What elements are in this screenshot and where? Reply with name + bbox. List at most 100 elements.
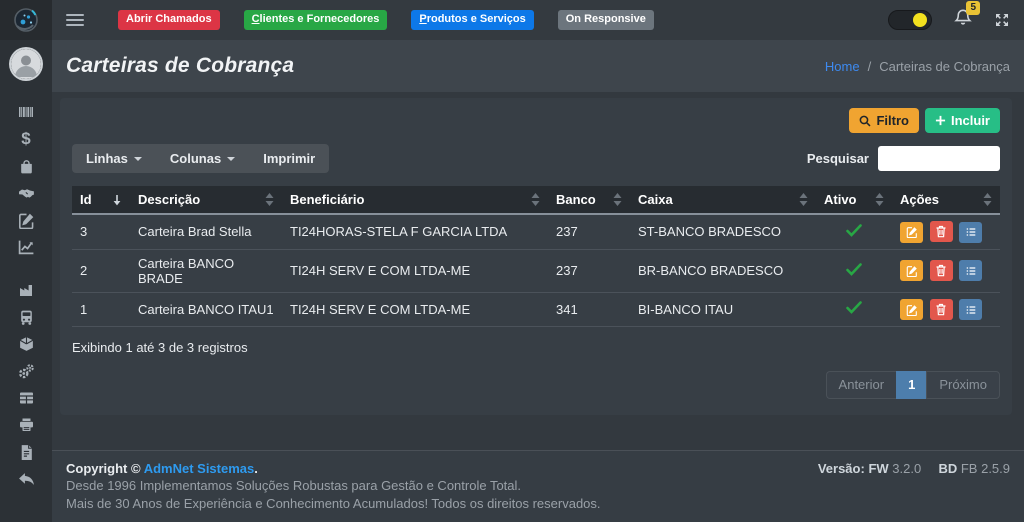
copyright-line: Copyright © AdmNet Sistemas.	[66, 460, 258, 476]
print-button[interactable]: Imprimir	[263, 151, 316, 166]
user-avatar[interactable]	[11, 49, 41, 79]
edit-icon	[906, 304, 917, 316]
printer-icon[interactable]	[18, 416, 35, 434]
cogs-icon[interactable]	[17, 362, 35, 380]
document-icon[interactable]	[19, 443, 34, 461]
page-title: Carteiras de Cobrança	[66, 54, 295, 77]
details-button[interactable]	[959, 221, 983, 243]
cell-descricao: Carteira Brad Stella	[130, 214, 282, 250]
toggle-knob	[913, 13, 927, 27]
breadcrumb-separator: /	[867, 58, 872, 74]
cell-caixa: BI-BANCO ITAU	[630, 292, 816, 327]
avatar-photo	[11, 49, 41, 79]
shortcut-abrir-chamados[interactable]: Abrir Chamados	[118, 10, 220, 30]
filter-button[interactable]: Filtro	[849, 108, 919, 133]
cell-acoes	[892, 214, 1000, 250]
columns-dropdown[interactable]: Colunas	[156, 144, 249, 173]
trash-icon	[936, 264, 946, 277]
fullscreen-button[interactable]	[994, 12, 1010, 28]
edit-button[interactable]	[900, 221, 923, 243]
trash-icon	[936, 303, 946, 315]
chart-line-icon[interactable]	[18, 238, 35, 256]
delete-button[interactable]	[929, 259, 953, 281]
delete-button[interactable]	[929, 298, 953, 320]
search-input[interactable]	[878, 146, 1000, 171]
include-button[interactable]: Incluir	[924, 108, 1000, 133]
pagination-page-1[interactable]: 1	[896, 371, 927, 399]
handshake-icon[interactable]	[17, 184, 36, 202]
edit-icon[interactable]	[18, 211, 35, 229]
shortcut-clientes-fornecedores[interactable]: Clientes e Fornecedores	[243, 10, 388, 30]
header-beneficiario[interactable]: Beneficiário	[282, 186, 548, 215]
header-acoes[interactable]: Ações	[892, 186, 1000, 215]
breadcrumb-home-link[interactable]: Home	[824, 58, 860, 74]
table-row: 2 Carteira BANCO BRADE TI24H SERV E COM …	[72, 249, 1000, 293]
top-navbar: Abrir Chamados Clientes e Fornecedores P…	[52, 0, 1024, 40]
plus-icon	[935, 115, 946, 126]
table-toolbar: Linhas Colunas Imprimir Pesquisar	[72, 144, 1000, 173]
factory-icon[interactable]	[18, 281, 35, 299]
pagination-prev-button[interactable]: Anterior	[825, 371, 897, 399]
cell-descricao: Carteira BANCO ITAU1	[130, 292, 282, 327]
notifications-button[interactable]: 5	[954, 1, 980, 32]
cell-beneficiario: TI24HORAS-STELA F GARCIA LTDA	[282, 214, 548, 250]
edit-icon	[906, 265, 917, 277]
barcode-icon[interactable]	[17, 103, 35, 121]
admnet-link[interactable]: AdmNet Sistemas	[143, 460, 255, 476]
check-icon	[846, 262, 862, 276]
cell-banco: 341	[548, 292, 630, 327]
sort-icon	[983, 193, 992, 206]
table-row: 1 Carteira BANCO ITAU1 TI24H SERV E COM …	[72, 292, 1000, 327]
table-row: 3 Carteira Brad Stella TI24HORAS-STELA F…	[72, 214, 1000, 250]
header-descricao[interactable]: Descrição	[130, 186, 282, 215]
header-ativo[interactable]: Ativo	[816, 186, 892, 215]
dollar-icon[interactable]: $	[21, 129, 31, 148]
header-banco[interactable]: Banco	[548, 186, 630, 215]
navbar-right: 5	[888, 1, 1010, 32]
back-arrow-icon[interactable]	[18, 470, 35, 488]
sidebar: $	[0, 0, 52, 522]
pagination-next-button[interactable]: Próximo	[926, 371, 1000, 399]
theme-toggle[interactable]	[888, 10, 932, 30]
card-actions: Filtro Incluir	[72, 108, 1000, 133]
expand-arrows-icon	[996, 14, 1008, 26]
rows-dropdown[interactable]: Linhas	[72, 144, 156, 173]
notification-count-badge: 5	[966, 1, 980, 15]
shortcut-on-responsive[interactable]: On Responsive	[557, 10, 654, 30]
cube-icon[interactable]	[18, 335, 35, 353]
sidebar-menu: $	[17, 103, 36, 497]
header-caixa[interactable]: Caixa	[630, 186, 816, 215]
delete-button[interactable]	[929, 221, 953, 242]
shortcut-produtos-servicos[interactable]: Produtos e Serviços	[411, 10, 534, 30]
footer-line3: Mais de 30 Anos de Experiência e Conheci…	[66, 495, 601, 511]
list-icon	[966, 267, 976, 275]
menu-toggle-icon[interactable]	[66, 13, 84, 27]
cell-acoes	[892, 249, 1000, 293]
navbar-shortcuts: Abrir Chamados Clientes e Fornecedores P…	[118, 10, 654, 30]
footer: Copyright © AdmNet Sistemas. Desde 1996 …	[52, 449, 1024, 522]
cell-banco: 237	[548, 249, 630, 293]
list-icon	[966, 228, 976, 236]
search-label: Pesquisar	[806, 151, 869, 166]
app-logo[interactable]	[0, 0, 52, 40]
check-icon	[846, 301, 862, 315]
details-button[interactable]	[959, 299, 983, 320]
edit-button[interactable]	[900, 299, 923, 320]
version-info: Versão: FW 3.2.0 BD FB 2.5.9	[817, 460, 1010, 476]
edit-button[interactable]	[900, 260, 923, 282]
bus-icon[interactable]	[18, 308, 35, 326]
shopping-bag-icon[interactable]	[18, 157, 35, 175]
cell-caixa: BR-BANCO BRADESCO	[630, 249, 816, 293]
table-grid-icon[interactable]	[18, 389, 35, 407]
edit-icon	[906, 227, 917, 238]
header-id[interactable]: Id	[72, 186, 130, 215]
data-card: Filtro Incluir Linhas Colunas Imprimir P…	[60, 98, 1012, 415]
sort-icon	[875, 193, 884, 206]
cell-descricao: Carteira BANCO BRADE	[130, 249, 282, 293]
chevron-down-icon	[133, 156, 142, 161]
check-icon	[846, 223, 862, 237]
cell-ativo	[816, 292, 892, 327]
carteiras-table: Id Descrição Beneficiário Banco Caixa At…	[72, 186, 1000, 327]
details-button[interactable]	[959, 260, 983, 282]
